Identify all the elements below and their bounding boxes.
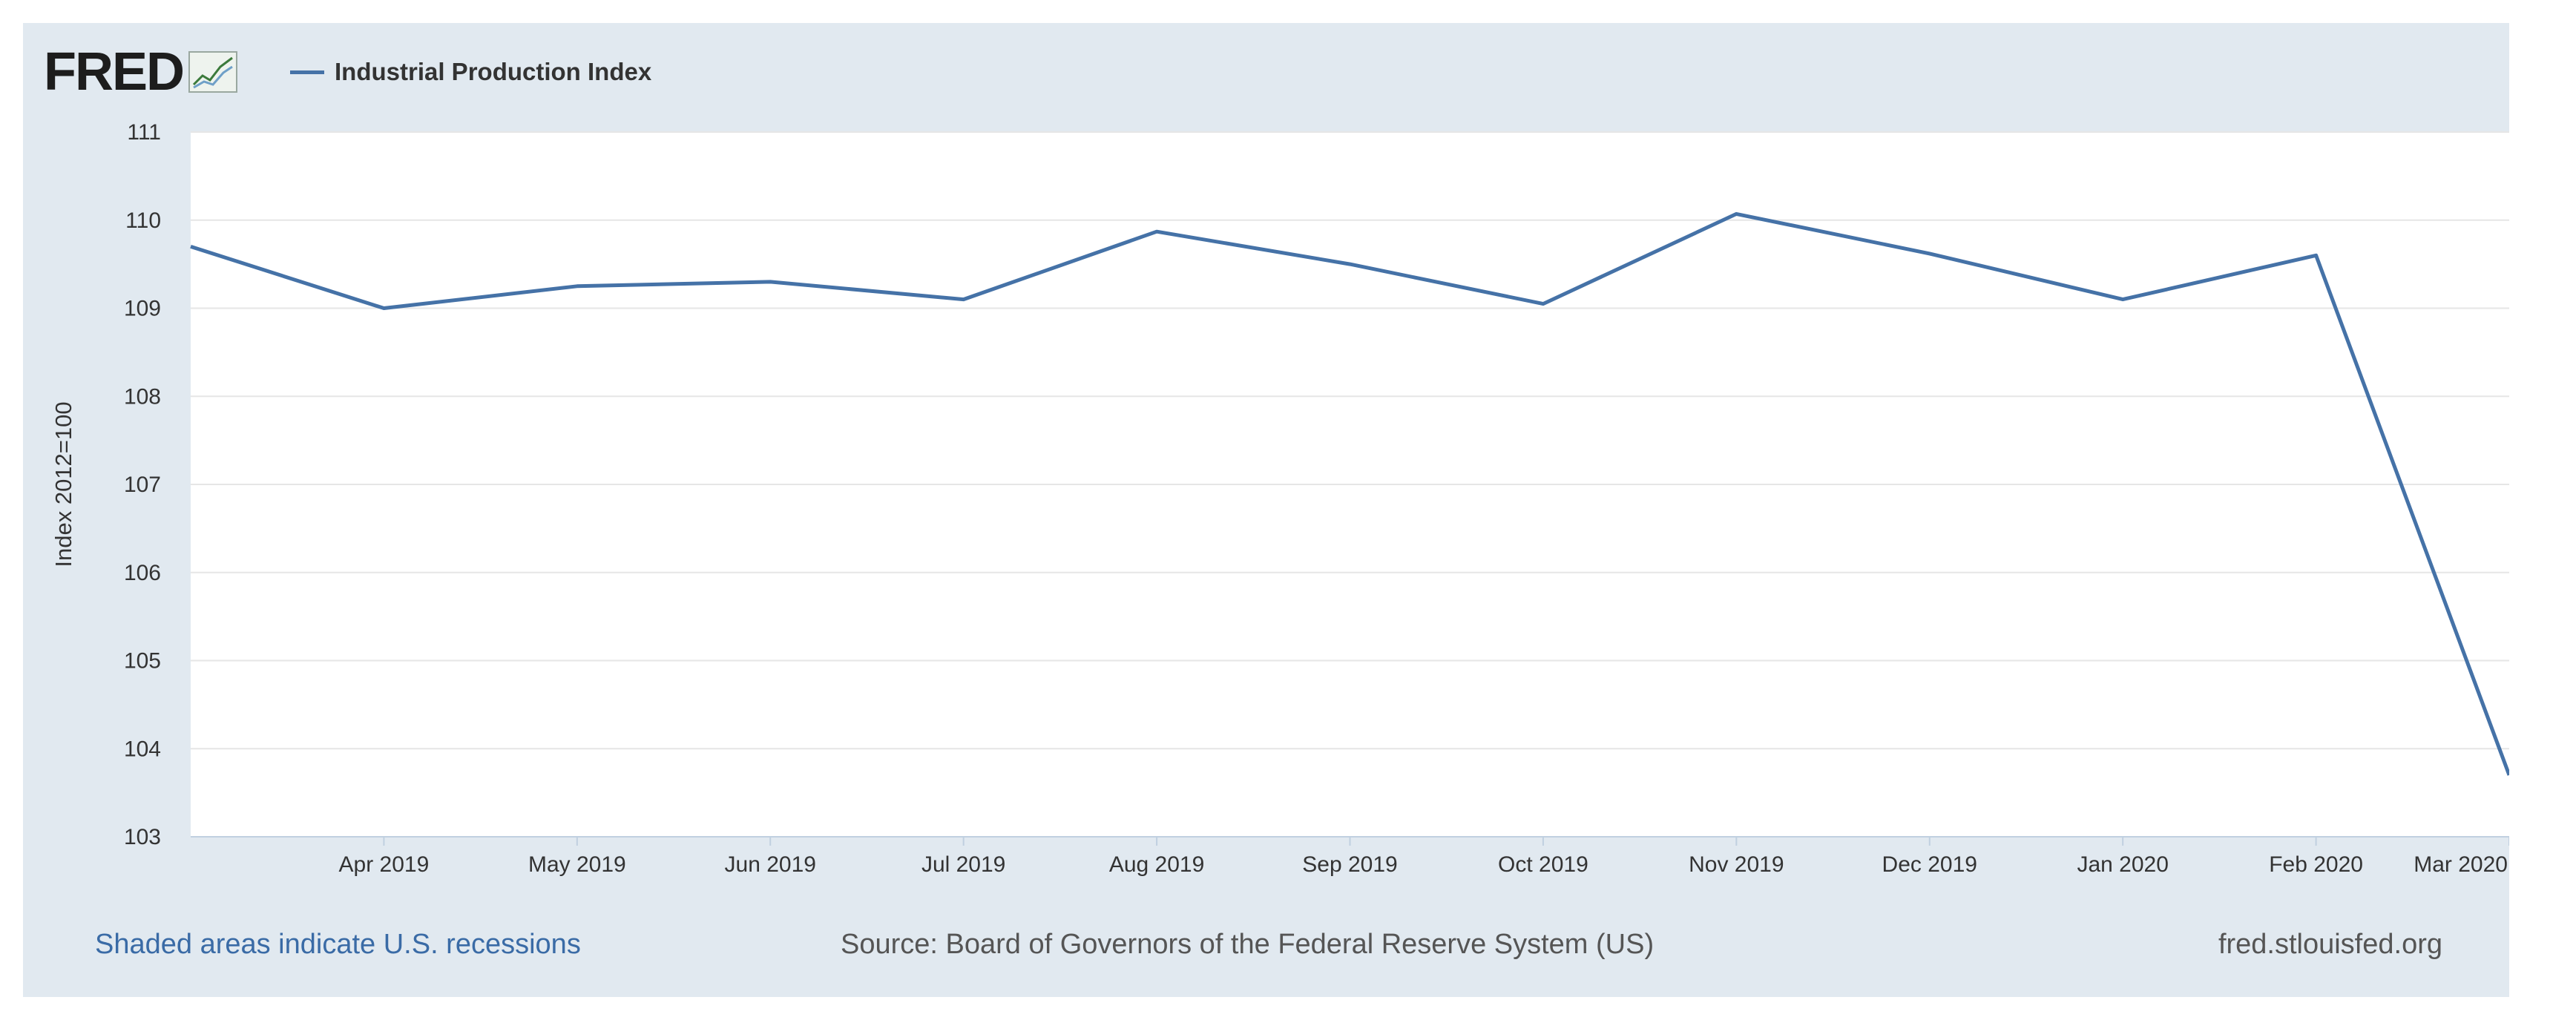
y-tick-label: 103	[124, 825, 161, 849]
data-point[interactable]	[958, 294, 970, 306]
y-tick-label: 104	[124, 737, 161, 761]
chart-legend: Industrial Production Index	[290, 57, 651, 87]
series-line[interactable]	[190, 211, 2509, 776]
data-point[interactable]	[2310, 249, 2322, 261]
data-point[interactable]	[1151, 226, 1163, 237]
data-point[interactable]	[185, 240, 197, 252]
chart-frame: FRED Industrial Production Index 103 104 1…	[23, 23, 2509, 997]
recessions-link[interactable]: Shaded areas indicate U.S. recessions	[95, 929, 581, 960]
y-tick-label: 108	[124, 384, 161, 409]
x-tick-label: Jun 2019	[725, 852, 816, 877]
data-point[interactable]	[764, 276, 776, 288]
grid-lines	[191, 131, 2509, 750]
x-tick-label: Dec 2019	[1882, 852, 1977, 877]
y-tick-label: 109	[124, 297, 161, 321]
x-tick-label: May 2019	[528, 852, 626, 877]
fred-logo[interactable]: FRED	[44, 42, 238, 102]
site-url[interactable]: fred.stlouisfed.org	[2218, 929, 2442, 960]
x-tick-label: Oct 2019	[1498, 852, 1588, 877]
x-tick-label: Mar 2020	[2414, 852, 2508, 877]
x-tick-label: Apr 2019	[339, 852, 430, 877]
x-tick-label: Sep 2019	[1302, 852, 1397, 877]
x-tick-label: Jul 2019	[921, 852, 1005, 877]
series-layer	[185, 208, 2509, 776]
y-axis-title: Index 2012=100	[50, 401, 76, 567]
y-tick-label: 110	[125, 208, 161, 233]
x-tick-label: Nov 2019	[1689, 852, 1784, 877]
x-tick-label: Jan 2020	[2077, 852, 2168, 877]
x-tick-label: Feb 2020	[2269, 852, 2363, 877]
legend-label: Industrial Production Index	[335, 58, 652, 85]
y-tick-label: 106	[124, 561, 161, 585]
x-axis-ticks: Apr 2019 May 2019 Jun 2019 Jul 2019 Aug 2019…	[339, 837, 2509, 877]
y-tick-label: 105	[124, 649, 161, 674]
y-axis-ticks: 103 104 105 106 107 108 109 110 111	[124, 120, 161, 849]
data-point[interactable]	[378, 303, 390, 315]
data-point[interactable]	[1537, 298, 1549, 310]
data-point[interactable]	[1924, 248, 1936, 260]
y-tick-label: 107	[124, 473, 161, 497]
data-point[interactable]	[2117, 294, 2129, 306]
data-point[interactable]	[1344, 258, 1356, 270]
data-point[interactable]	[571, 280, 583, 292]
line-chart: 103 104 105 106 107 108 109 110 111 Apr 2019 May …	[50, 120, 2509, 877]
source-text: Source: Board of Governors of the Federa…	[841, 929, 1655, 960]
legend-line-swatch	[290, 70, 324, 74]
y-tick-label: 111	[127, 120, 161, 145]
x-tick-label: Aug 2019	[1109, 852, 1204, 877]
fred-chart-icon	[188, 51, 237, 93]
data-point[interactable]	[1730, 208, 1742, 220]
fred-logo-text: FRED	[44, 42, 185, 102]
